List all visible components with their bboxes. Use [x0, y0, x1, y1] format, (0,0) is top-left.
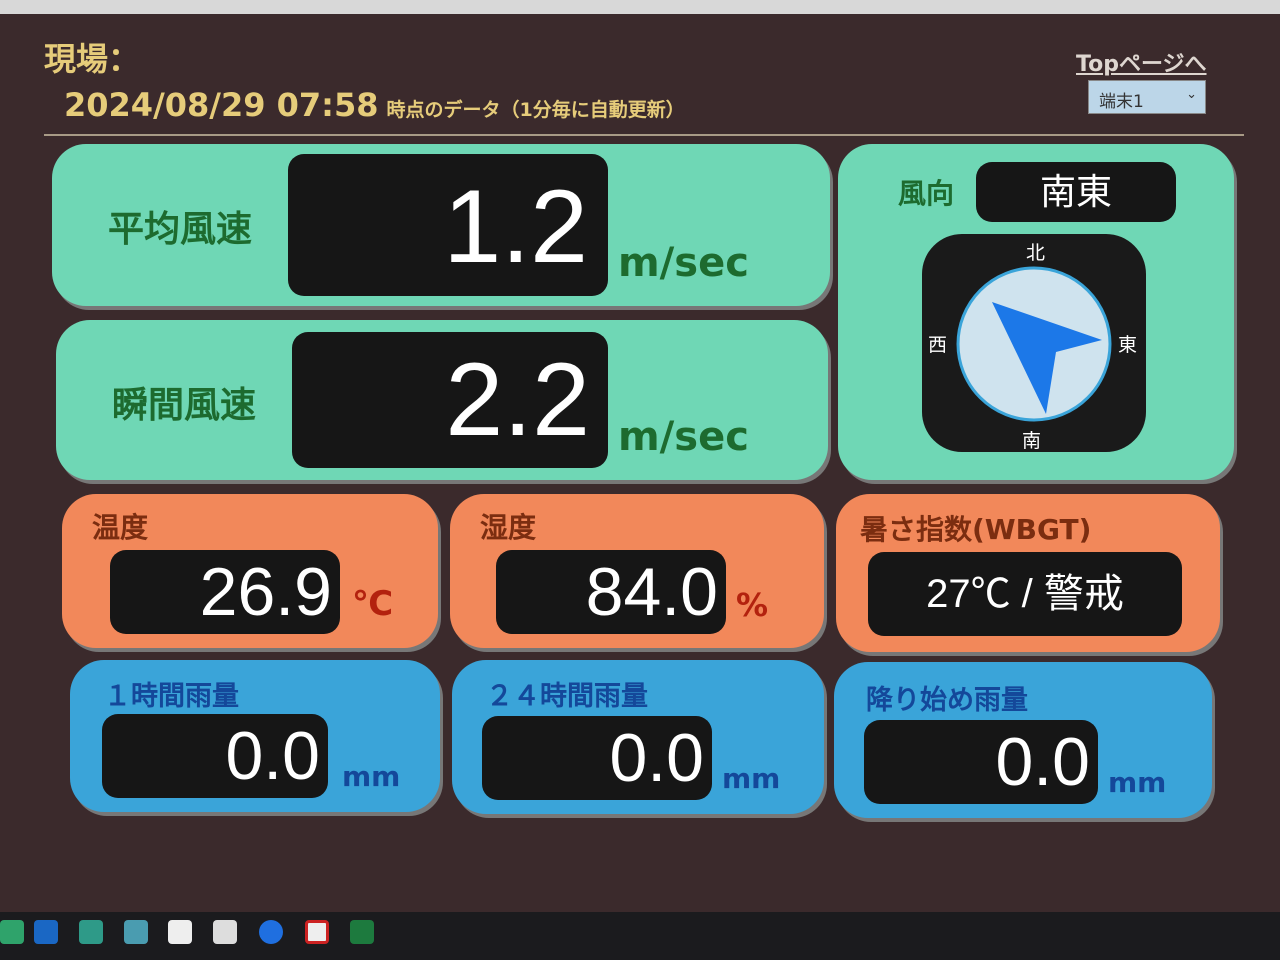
wbgt-panel: 暑さ指数(WBGT) 27℃ / 警戒: [836, 494, 1220, 652]
compass-east: 東: [1118, 334, 1138, 356]
avg-wind-unit: m/sec: [618, 240, 749, 286]
datetime: 2024/08/29 07:58: [64, 86, 379, 124]
rain-1h-label: １時間雨量: [104, 681, 239, 712]
humidity-label: 湿度: [480, 511, 537, 544]
temperature-label: 温度: [92, 511, 149, 544]
avg-wind-label: 平均風速: [108, 209, 253, 250]
rain-24h-label: ２４時間雨量: [486, 681, 648, 712]
header-divider: [44, 134, 1244, 136]
temperature-value: 26.9: [110, 550, 340, 634]
rain-1h-value: 0.0: [102, 714, 328, 798]
app-cube-icon[interactable]: [124, 920, 148, 944]
wind-direction-label: 風向: [898, 177, 955, 210]
rain-24h-unit: mm: [722, 762, 781, 795]
compass-north: 北: [1026, 242, 1046, 264]
rain-1h-panel: １時間雨量 0.0 mm: [70, 660, 440, 812]
excel-icon[interactable]: [350, 920, 374, 944]
dwg-icon[interactable]: [213, 920, 237, 944]
avg-wind-panel: 平均風速 1.2 m/sec: [52, 144, 830, 306]
zoom-icon[interactable]: [259, 920, 283, 944]
rain-total-panel: 降り始め雨量 0.0 mm: [834, 662, 1212, 818]
temperature-panel: 温度 26.9 ℃: [62, 494, 438, 648]
datetime-suffix: 時点のデータ（1分毎に自動更新）: [386, 99, 685, 121]
wind-direction-value: 南東: [976, 162, 1176, 222]
avg-wind-value: 1.2: [288, 154, 608, 296]
temperature-unit: ℃: [352, 584, 394, 624]
rain-24h-panel: ２４時間雨量 0.0 mm: [452, 660, 824, 814]
humidity-panel: 湿度 84.0 %: [450, 494, 824, 648]
humidity-value: 84.0: [496, 550, 726, 634]
outlook-icon[interactable]: [34, 920, 58, 944]
rain-24h-value: 0.0: [482, 716, 712, 800]
rain-total-unit: mm: [1108, 766, 1167, 799]
browser-bookmarks-bar: [0, 0, 1280, 14]
compass-dial: [956, 266, 1112, 422]
wind-arrow-icon: [992, 302, 1102, 414]
wbgt-value: 27℃ / 警戒: [868, 552, 1182, 636]
rain-total-value: 0.0: [864, 720, 1098, 804]
publisher-icon[interactable]: [79, 920, 103, 944]
compass-west: 西: [928, 334, 948, 356]
acrobat-icon[interactable]: [168, 920, 192, 944]
data-timestamp: 2024/08/29 07:58 時点のデータ（1分毎に自動更新）: [64, 86, 685, 124]
app-icon[interactable]: [0, 920, 24, 944]
top-page-link[interactable]: Topページへ: [1076, 52, 1207, 77]
gust-wind-value: 2.2: [292, 332, 608, 468]
compass-south: 南: [1022, 430, 1042, 452]
taskbar: [0, 912, 1280, 960]
humidity-unit: %: [736, 586, 769, 624]
rain-1h-unit: mm: [342, 760, 401, 793]
wind-compass: 北 南 東 西: [922, 234, 1146, 452]
gust-wind-label: 瞬間風速: [112, 385, 257, 426]
terminal-select[interactable]: 端末1 ⌄: [1088, 80, 1206, 114]
terminal-select-value: 端末1: [1099, 92, 1144, 112]
site-title: 現場：: [44, 40, 141, 78]
chevron-down-icon: ⌄: [1186, 87, 1197, 102]
rain-total-label: 降り始め雨量: [866, 685, 1028, 716]
wbgt-label: 暑さ指数(WBGT): [860, 513, 1092, 546]
gust-wind-unit: m/sec: [618, 414, 749, 460]
gust-wind-panel: 瞬間風速 2.2 m/sec: [56, 320, 828, 480]
app-red-icon[interactable]: [305, 920, 329, 944]
